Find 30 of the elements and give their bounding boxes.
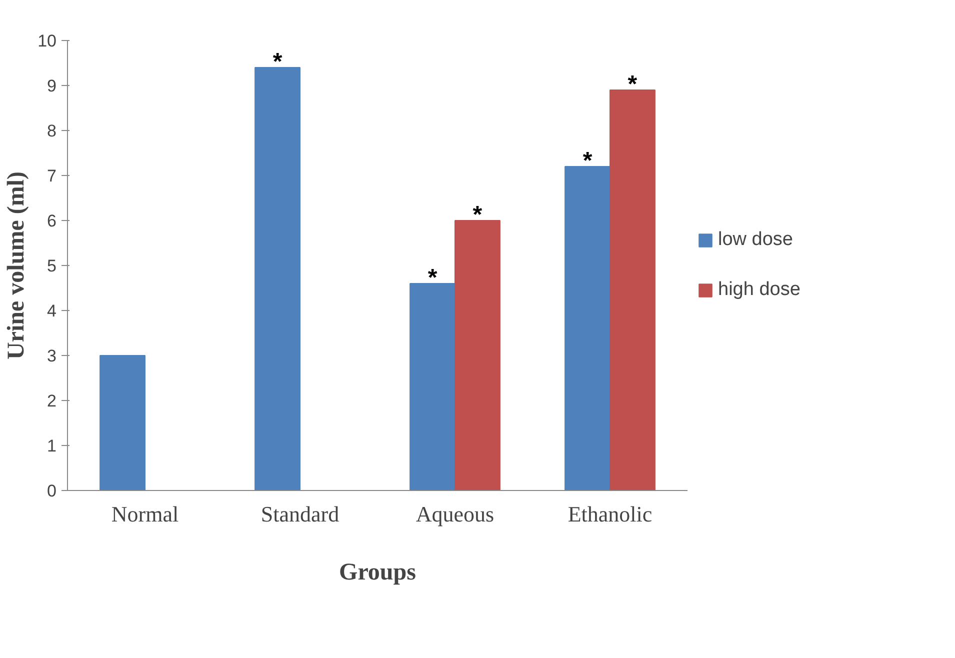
x-tick-label: Standard (260, 502, 340, 526)
y-tick-label: 5 (47, 256, 57, 276)
y-tick-label: 3 (47, 346, 57, 366)
y-tick-label: 4 (47, 302, 57, 320)
x-axis-title: Groups (339, 560, 416, 586)
bar (100, 355, 146, 490)
bar (254, 67, 300, 490)
annotation: * (582, 148, 593, 174)
bar (564, 166, 610, 490)
x-tick-label: Aqueous (416, 502, 494, 526)
y-tick-label: 10 (38, 32, 57, 50)
y-tick-label: 1 (47, 436, 57, 456)
bar (410, 283, 456, 490)
annotation: * (428, 264, 438, 292)
y-tick-label: 2 (47, 392, 57, 410)
y-tick-label: 9 (47, 76, 57, 96)
legend-label: low dose (718, 229, 793, 251)
y-tick-label: 6 (47, 212, 57, 230)
annotation: * (272, 48, 283, 76)
legend-label: high dose (718, 279, 800, 301)
annotation: * (472, 202, 483, 228)
annotation: * (628, 71, 638, 98)
y-tick-label: 8 (47, 122, 57, 140)
y-tick-label: 7 (47, 166, 57, 186)
x-tick-label: Ethanolic (568, 502, 652, 526)
bar (454, 220, 500, 490)
bar (610, 90, 656, 490)
x-tick-label: Normal (111, 502, 179, 526)
y-tick-label: 0 (47, 482, 57, 500)
y-axis-title: Urine volume (ml) (4, 172, 30, 360)
